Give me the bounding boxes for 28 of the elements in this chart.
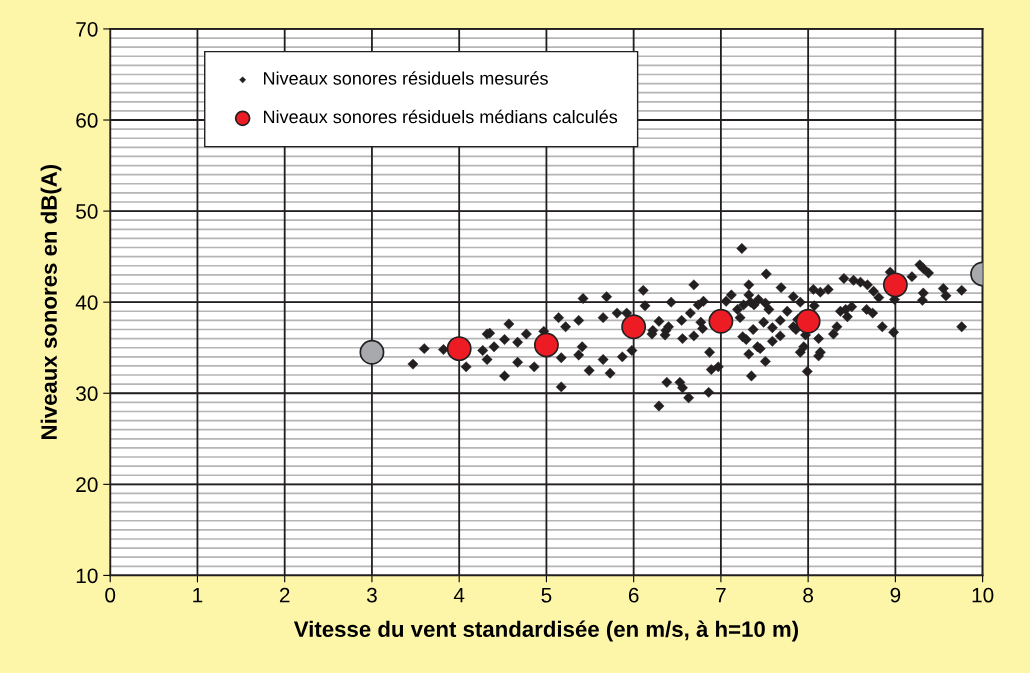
y-tick-label: 30 — [76, 386, 98, 402]
legend-label: Niveaux sonores résiduels médians calculés — [263, 109, 618, 124]
y-tick-label: 60 — [76, 113, 98, 128]
x-tick-label: 3 — [366, 587, 377, 603]
x-tick-label: 6 — [628, 587, 639, 603]
point — [882, 272, 908, 298]
x-tick-label: 9 — [890, 587, 901, 603]
y-axis-title: Niveaux sonores en dB(A) — [40, 164, 62, 439]
x-tick-label: 4 — [453, 587, 465, 603]
point — [708, 308, 734, 334]
legend-label: Niveaux sonores résiduels mesurés — [263, 71, 548, 85]
y-tick-label: 70 — [76, 21, 98, 37]
x-tick-label: 7 — [716, 587, 726, 603]
x-tick-label: 10 — [972, 587, 994, 603]
point — [795, 308, 821, 334]
x-tick-label: 1 — [193, 587, 203, 603]
y-tick-label: 10 — [76, 568, 98, 584]
point — [621, 314, 647, 340]
x-tick-label: 8 — [803, 587, 814, 603]
x-axis-title: Vitesse du vent standardisée (en m/s, à h=10 m) — [293, 620, 799, 642]
y-tick-label: 20 — [76, 477, 98, 493]
y-tick-label: 50 — [76, 204, 98, 219]
y-tick-label: 40 — [75, 295, 98, 310]
x-tick-label: 5 — [541, 587, 552, 603]
x-tick-label: 0 — [105, 587, 116, 603]
x-tick-label: 2 — [279, 587, 290, 603]
point — [533, 332, 559, 358]
point — [446, 336, 472, 362]
